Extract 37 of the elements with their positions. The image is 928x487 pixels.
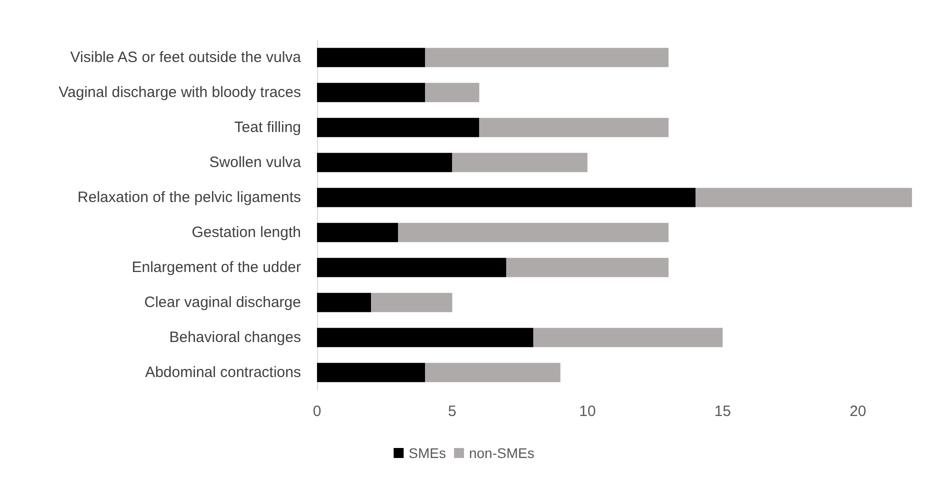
- bar: [317, 362, 426, 382]
- y-tick-label: Swollen vulva: [209, 154, 302, 171]
- legend-label: SMEs: [408, 445, 446, 461]
- bar: [425, 82, 480, 102]
- bar: [371, 292, 452, 312]
- y-tick-label: Teat filling: [234, 119, 301, 136]
- bar: [533, 328, 723, 348]
- bar: [317, 188, 696, 208]
- x-tick-label: 15: [714, 403, 732, 420]
- x-tick-label: 0: [312, 403, 322, 420]
- x-tick-label: 10: [579, 403, 596, 420]
- y-tick-label: Behavioral changes: [169, 329, 301, 346]
- bar: [696, 188, 912, 208]
- bar: [452, 152, 588, 172]
- y-tick-label: Vaginal discharge with bloody traces: [58, 84, 301, 101]
- y-tick-label: Abdominal contractions: [145, 364, 301, 381]
- bar: [317, 82, 426, 102]
- x-tick-label: 20: [850, 403, 866, 420]
- y-tick-label: Enlargement of the udder: [132, 259, 301, 276]
- bar: [317, 222, 398, 242]
- bar: [425, 362, 560, 382]
- bar: [317, 258, 506, 278]
- bar: [317, 152, 452, 172]
- y-tick-label: Gestation length: [192, 224, 301, 241]
- y-tick-label: Relaxation of the pelvic ligaments: [78, 189, 301, 206]
- legend-label: non-SMEs: [468, 445, 534, 461]
- bar: [317, 328, 534, 348]
- bar: [317, 118, 480, 138]
- bar: [425, 48, 669, 68]
- bar: [506, 258, 669, 278]
- y-tick-label: Visible AS or feet outside the vulva: [70, 49, 302, 66]
- bar: [479, 118, 669, 138]
- bar: [317, 48, 426, 68]
- bar: [317, 292, 372, 312]
- x-tick-label: 5: [448, 403, 456, 420]
- bar: [398, 222, 669, 242]
- y-tick-label: Clear vaginal discharge: [144, 294, 301, 311]
